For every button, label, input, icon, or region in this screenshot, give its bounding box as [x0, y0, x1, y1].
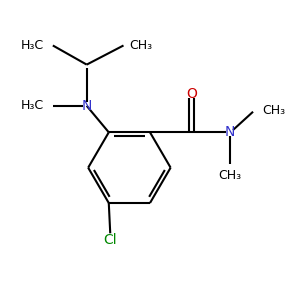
Text: N: N	[82, 99, 92, 113]
Text: N: N	[224, 125, 235, 139]
Text: CH₃: CH₃	[129, 39, 152, 52]
Text: H₃C: H₃C	[21, 99, 44, 112]
Text: CH₃: CH₃	[218, 169, 241, 182]
Text: Cl: Cl	[103, 233, 117, 247]
Text: O: O	[186, 87, 197, 101]
Text: CH₃: CH₃	[262, 104, 285, 117]
Text: H₃C: H₃C	[21, 39, 44, 52]
